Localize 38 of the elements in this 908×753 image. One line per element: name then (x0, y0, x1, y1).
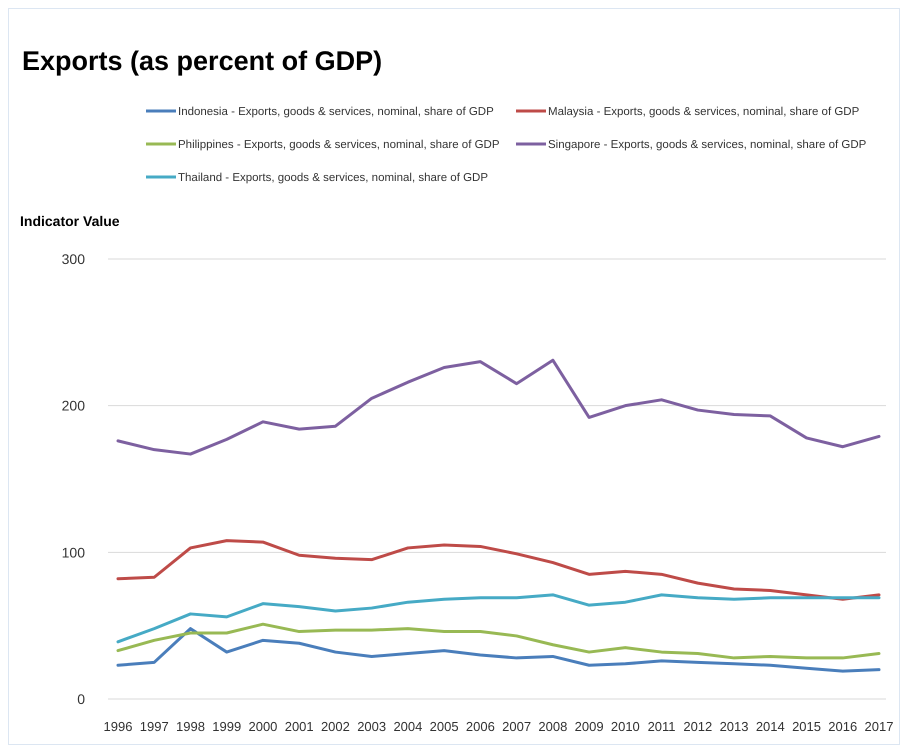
x-tick-label: 2009 (574, 719, 604, 734)
x-tick-label: 1997 (140, 719, 169, 734)
legend-label: Malaysia - Exports, goods & services, nominal, share of GDP (548, 106, 860, 118)
legend-label: Thailand - Exports, goods & services, nominal, share of GDP (178, 172, 488, 184)
line-series (116, 627, 880, 673)
y-tick-label: 200 (62, 398, 86, 414)
chart-title: Exports (as percent of GDP) (22, 46, 382, 76)
x-tick-label: 1999 (212, 719, 242, 734)
x-tick-label: 2013 (720, 719, 749, 734)
y-axis-title: Indicator Value (20, 213, 120, 229)
x-tick-label: 2014 (756, 719, 785, 734)
x-tick-label: 2007 (502, 719, 532, 734)
x-tick-label: 2002 (320, 719, 350, 734)
x-tick-label: 1996 (104, 719, 132, 734)
x-tick-label: 2001 (284, 719, 314, 734)
x-tick-label: 2003 (357, 719, 386, 734)
legend-label: Indonesia - Exports, goods & services, nominal, share of GDP (178, 106, 494, 118)
x-tick-label: 2006 (466, 719, 495, 734)
y-tick-label: 100 (62, 544, 86, 560)
line-series (116, 539, 880, 601)
y-tick-label: 300 (62, 251, 86, 267)
x-tick-label: 2016 (828, 719, 858, 734)
legend-label: Philippines - Exports, goods & services, nominal, share of GDP (178, 139, 500, 151)
y-tick-label: 0 (77, 691, 86, 707)
x-tick-label: 2005 (430, 719, 459, 734)
x-tick-label: 2011 (648, 719, 676, 734)
x-tick-label: 1998 (176, 719, 205, 734)
line-series (116, 593, 880, 644)
x-tick-label: 2004 (393, 719, 422, 734)
line-series (116, 358, 880, 456)
x-tick-label: 2015 (792, 719, 821, 734)
x-tick-label: 2000 (248, 719, 278, 734)
x-tick-label: 2008 (538, 719, 568, 734)
line-series (116, 622, 880, 660)
x-tick-label: 2017 (864, 719, 894, 734)
x-tick-label: 2012 (683, 719, 712, 734)
legend-label: Singapore - Exports, goods & services, nominal, share of GDP (548, 139, 867, 151)
x-tick-label: 2010 (610, 719, 640, 734)
